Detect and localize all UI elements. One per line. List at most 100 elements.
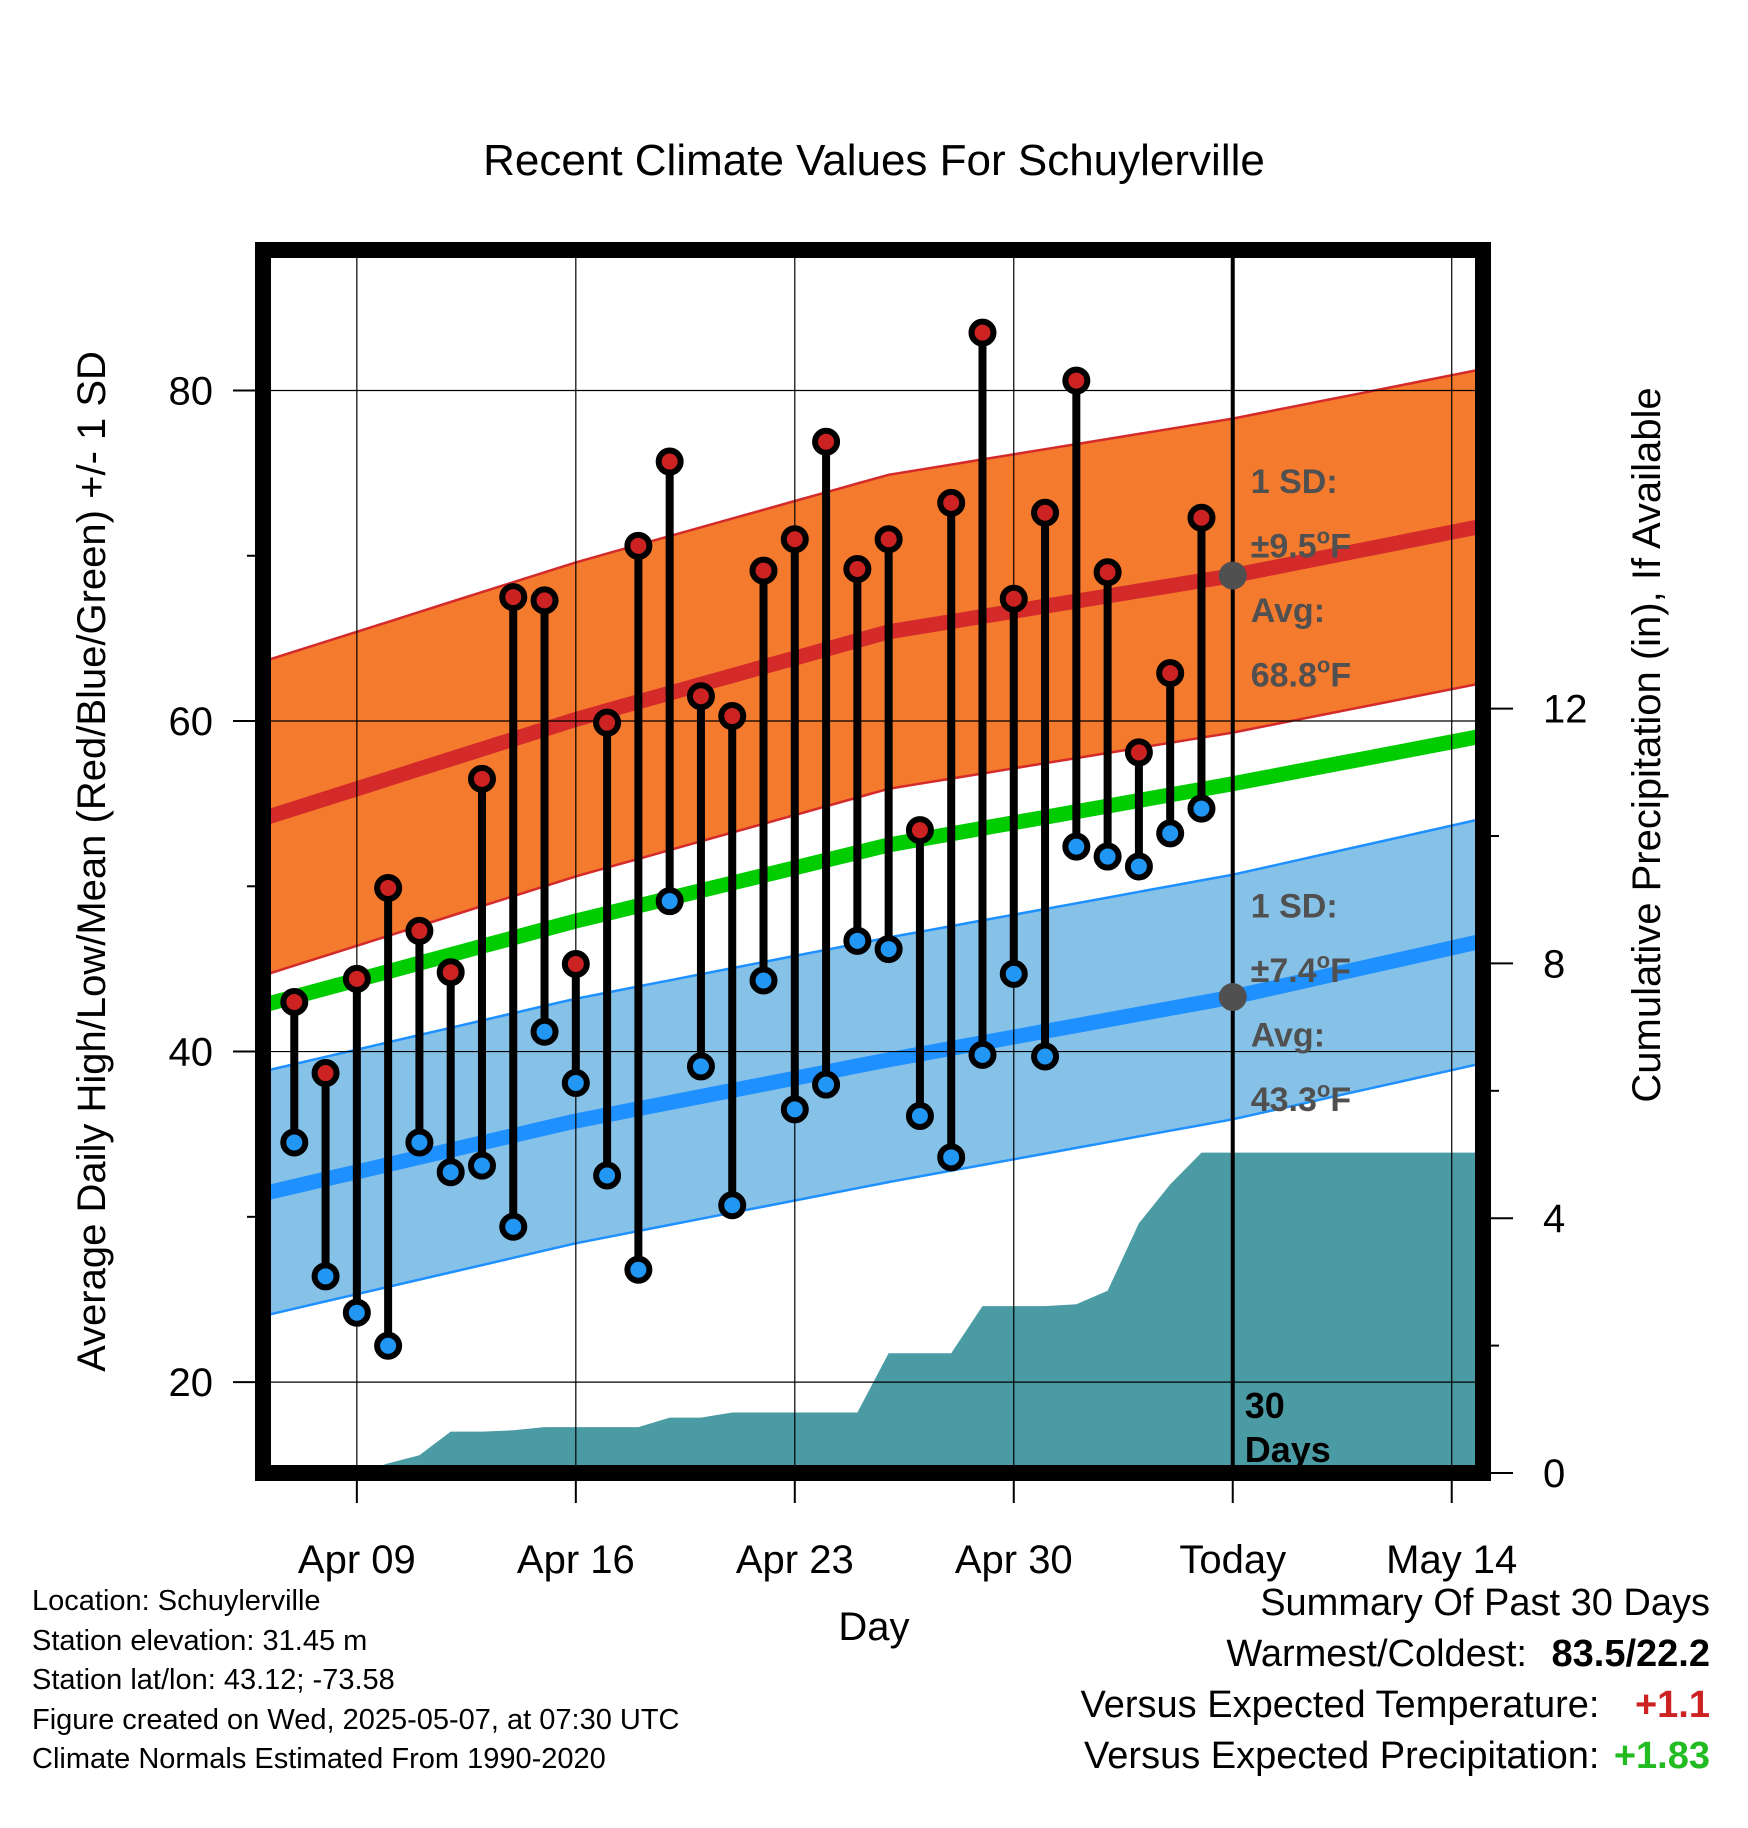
- daily-low-point: [467, 1151, 496, 1180]
- daily-high-point: [280, 987, 309, 1016]
- daily-high-point: [561, 949, 590, 978]
- daily-high-point: [593, 708, 622, 737]
- mean-avg-line: [263, 728, 1483, 1013]
- daily-high-point: [999, 584, 1028, 613]
- daily-high-point: [1187, 503, 1216, 532]
- y-tick-label: 60: [169, 700, 214, 744]
- y-right-tick-label: 4: [1543, 1197, 1565, 1241]
- unit-symbol: F: [1330, 952, 1351, 990]
- daily-low-point: [593, 1161, 622, 1190]
- y-right-axis-label: Cumulative Precipitation (in), If Availa…: [1625, 387, 1669, 1102]
- daily-high-point: [499, 583, 528, 612]
- summary-precip: Versus Expected Precipitation: +1.83: [1081, 1731, 1710, 1782]
- daily-low-point: [749, 966, 778, 995]
- high-sd-band: [263, 369, 1483, 976]
- degree-symbol: o: [1317, 948, 1330, 973]
- precip-value: +1.83: [1613, 1735, 1710, 1777]
- plot-content: [263, 250, 1483, 1473]
- chart-title: Recent Climate Values For Schuylerville: [483, 136, 1265, 185]
- y-axis-label: Average Daily High/Low/Mean (Red/Blue/Gr…: [70, 351, 114, 1372]
- summary-warm-cold: Warmest/Coldest: 83.5/22.2: [1081, 1629, 1710, 1680]
- summary-panel: Summary Of Past 30 Days Warmest/Coldest:…: [1081, 1578, 1710, 1782]
- daily-low-point: [561, 1068, 590, 1097]
- low-band-lower-edge: [263, 1061, 1483, 1318]
- low-band-upper-edge: [263, 817, 1483, 1073]
- summary-temp: Versus Expected Temperature: +1.1: [1081, 1680, 1710, 1731]
- x-tick-label: Apr 30: [955, 1538, 1073, 1582]
- x-tick-label: Apr 09: [298, 1538, 416, 1582]
- summary-title: Summary Of Past 30 Days: [1260, 1582, 1710, 1624]
- daily-low-point: [311, 1262, 340, 1291]
- high-annotation-line: ±9.5oF: [1251, 523, 1351, 565]
- daily-high-point: [812, 427, 841, 456]
- daily-low-point: [686, 1052, 715, 1081]
- daily-high-point: [686, 682, 715, 711]
- y-tick-label: 80: [169, 369, 214, 413]
- x-tick-label: Apr 16: [517, 1538, 635, 1582]
- chart-labels: 20 40 60 80 0 4 8 12 Apr 09 Apr 16 Apr 23 Apr 30 Tod…: [70, 136, 1669, 1649]
- normals-text: Climate Normals Estimated From 1990-2020: [32, 1743, 606, 1775]
- daily-high-point: [1031, 498, 1060, 527]
- temp-value: +1.1: [1634, 1684, 1710, 1726]
- warm-cold-value: 83.5/22.2: [1551, 1633, 1710, 1675]
- daily-low-point: [812, 1070, 841, 1099]
- unit-symbol: F: [1330, 1081, 1351, 1119]
- low-annotation-line: ±7.4oF: [1251, 948, 1351, 990]
- daily-high-point: [342, 964, 371, 993]
- daily-high-point: [749, 556, 778, 585]
- daily-low-point: [499, 1212, 528, 1241]
- daily-low-point: [874, 935, 903, 964]
- daily-high-point: [1093, 558, 1122, 587]
- daily-high-point: [937, 488, 966, 517]
- daily-high-point: [780, 525, 809, 554]
- daily-low-point: [843, 926, 872, 955]
- daily-high-point: [1156, 659, 1185, 688]
- today-days-label: 30: [1245, 1385, 1285, 1426]
- daily-low-point: [342, 1298, 371, 1327]
- y-tick-label: 20: [169, 1361, 214, 1405]
- daily-high-point: [624, 531, 653, 560]
- high-band-upper-edge: [263, 367, 1483, 663]
- plot-area: [263, 250, 1483, 1473]
- daily-high-point: [874, 525, 903, 554]
- daily-high-point: [436, 958, 465, 987]
- degree-symbol: o: [1317, 523, 1330, 548]
- daily-low-point: [1031, 1042, 1060, 1071]
- daily-high-point: [718, 702, 747, 731]
- low-annotation-line: 43.3oF: [1251, 1077, 1351, 1119]
- daily-low-point: [655, 887, 684, 916]
- daily-high-point: [374, 873, 403, 902]
- today-high-avg-marker: [1218, 561, 1247, 590]
- axes: [233, 242, 1513, 1503]
- high-avg-line: [263, 518, 1483, 826]
- daily-low-point: [968, 1040, 997, 1069]
- daily-low-point: [999, 959, 1028, 988]
- daily-high-point: [1124, 738, 1153, 767]
- y-right-tick-label: 0: [1543, 1452, 1565, 1496]
- y-right-tick-label: 8: [1543, 942, 1565, 986]
- latlon-text: Station lat/lon: 43.12; -73.58: [32, 1664, 395, 1696]
- x-axis-label: Day: [838, 1605, 909, 1649]
- daily-high-point: [843, 554, 872, 583]
- created-text: Figure created on Wed, 2025-05-07, at 07…: [32, 1703, 680, 1736]
- daily-high-point: [905, 816, 934, 845]
- daily-high-point: [968, 318, 997, 347]
- high-annotation-line: 68.8oF: [1251, 652, 1351, 694]
- unit-symbol: F: [1330, 656, 1351, 694]
- daily-low-point: [1062, 832, 1091, 861]
- daily-low-point: [937, 1143, 966, 1172]
- daily-low-point: [624, 1255, 653, 1284]
- y-right-tick-label: 12: [1543, 688, 1588, 732]
- degree-symbol: o: [1317, 1077, 1330, 1102]
- location-text: Location: Schuylerville: [32, 1585, 321, 1617]
- daily-high-point: [655, 447, 684, 476]
- daily-low-point: [718, 1191, 747, 1220]
- daily-low-point: [374, 1331, 403, 1360]
- daily-high-point: [311, 1059, 340, 1088]
- daily-low-point: [1156, 819, 1185, 848]
- daily-low-point: [780, 1095, 809, 1124]
- plot-frame: [255, 242, 1491, 1481]
- temp-label: Versus Expected Temperature:: [1080, 1684, 1600, 1726]
- daily-high-point: [530, 586, 559, 615]
